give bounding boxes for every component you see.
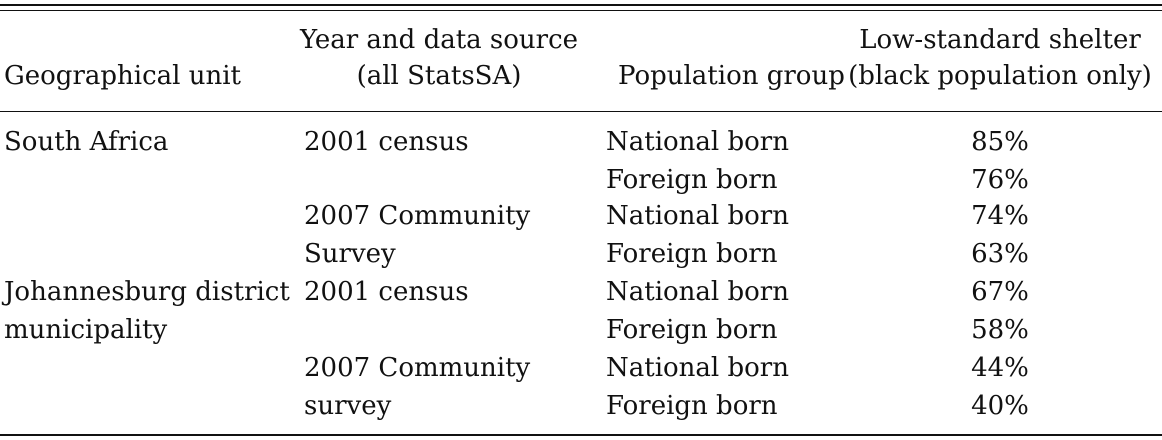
cell-year: 2001 census (304, 277, 469, 307)
cell-pop: Foreign born (606, 165, 778, 195)
header-year-source-line2: (all StatsSA) (356, 61, 522, 91)
cell-pop: National born (606, 277, 789, 307)
cell-value: 67% (971, 277, 1029, 307)
header-rule (0, 111, 1162, 112)
cell-value: 76% (971, 165, 1029, 195)
cell-value: 58% (971, 315, 1029, 345)
cell-year: Survey (304, 239, 396, 269)
cell-year: survey (304, 391, 392, 421)
cell-value: 63% (971, 239, 1029, 269)
header-geographical-unit: Geographical unit (4, 61, 241, 91)
cell-pop: Foreign born (606, 315, 778, 345)
cell-pop: National born (606, 353, 789, 383)
cell-year: 2007 Community (304, 201, 531, 231)
top-rule-thin (0, 10, 1162, 11)
cell-pop: National born (606, 201, 789, 231)
cell-geo: Johannesburg district (4, 277, 290, 307)
cell-value: 40% (971, 391, 1029, 421)
bottom-rule (0, 434, 1162, 436)
cell-geo: municipality (4, 315, 168, 345)
header-shelter-line2: (black population only) (848, 61, 1152, 91)
cell-pop: Foreign born (606, 391, 778, 421)
cell-value: 44% (971, 353, 1029, 383)
cell-geo: South Africa (4, 127, 169, 157)
header-year-source-line1: Year and data source (299, 25, 579, 55)
cell-value: 85% (971, 127, 1029, 157)
header-population-group: Population group (618, 61, 845, 91)
cell-pop: Foreign born (606, 239, 778, 269)
cell-value: 74% (971, 201, 1029, 231)
cell-year: 2001 census (304, 127, 469, 157)
cell-year: 2007 Community (304, 353, 531, 383)
top-rule-thick (0, 4, 1162, 6)
cell-pop: National born (606, 127, 789, 157)
header-shelter-line1: Low-standard shelter (859, 25, 1141, 55)
